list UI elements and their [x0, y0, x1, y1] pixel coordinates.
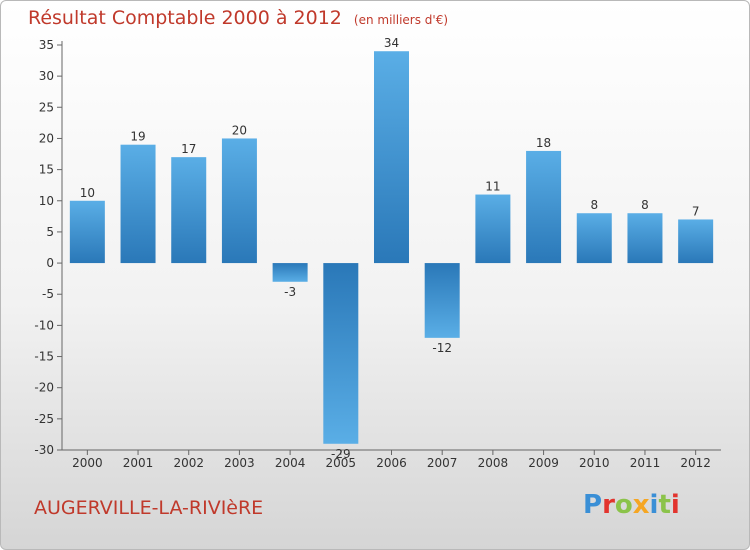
bar: [69, 200, 105, 264]
x-tick-label: 2006: [376, 456, 407, 470]
bar: [678, 219, 714, 264]
y-tick-label: -5: [42, 287, 54, 301]
bar: [323, 263, 359, 444]
bar: [475, 194, 511, 264]
bar-value-label: 8: [590, 198, 598, 212]
logo-letter: P: [583, 490, 603, 520]
bar-value-label: 19: [130, 130, 145, 144]
y-tick-label: 25: [39, 100, 54, 114]
logo-letter: i: [649, 490, 659, 520]
bar-value-label: 8: [641, 198, 649, 212]
y-tick-label: 10: [39, 194, 54, 208]
y-tick-label: 15: [39, 163, 54, 177]
bar: [627, 213, 663, 264]
x-tick-label: 2008: [478, 456, 509, 470]
y-tick-label: -20: [34, 381, 54, 395]
y-tick-label: -15: [34, 350, 54, 364]
bar-value-label: -3: [284, 285, 296, 299]
proxiti-logo: Proxiti: [583, 490, 680, 520]
bar: [221, 138, 257, 264]
x-tick-label: 2003: [224, 456, 255, 470]
y-tick-label: -30: [34, 443, 54, 457]
x-tick-label: 2004: [275, 456, 306, 470]
title-main: Résultat Comptable 2000 à 2012: [28, 7, 342, 29]
bar-value-label: 17: [181, 142, 196, 156]
bar: [171, 157, 207, 264]
bar: [526, 150, 562, 264]
chart-title: Résultat Comptable 2000 à 2012 (en millie…: [28, 7, 448, 29]
bar-value-label: -12: [432, 341, 452, 355]
commune-name: AUGERVILLE-LA-RIVIèRE: [34, 497, 264, 519]
y-tick-label: 30: [39, 69, 54, 83]
x-tick-label: 2010: [579, 456, 610, 470]
x-tick-label: 2009: [528, 456, 559, 470]
bar-value-label: 7: [692, 204, 700, 218]
x-tick-label: 2002: [173, 456, 204, 470]
logo-letter: i: [670, 490, 680, 520]
bar-value-label: 11: [485, 180, 500, 194]
bar: [424, 263, 460, 338]
y-tick-label: -25: [34, 412, 54, 426]
bar-value-label: 34: [384, 36, 399, 50]
logo-letter: o: [614, 490, 633, 520]
logo-letter: r: [602, 490, 615, 520]
y-tick-label: -10: [34, 318, 54, 332]
bar-value-label: 10: [80, 186, 95, 200]
logo-letter: x: [632, 490, 650, 520]
bar: [272, 263, 308, 282]
x-tick-label: 2001: [123, 456, 154, 470]
bar: [576, 213, 612, 264]
y-tick-label: 0: [46, 256, 54, 270]
bar-value-label: 18: [536, 136, 551, 150]
x-tick-label: 2011: [630, 456, 661, 470]
y-tick-label: 5: [46, 225, 54, 239]
bar: [120, 144, 156, 264]
y-tick-label: 35: [39, 38, 54, 52]
y-tick-label: 20: [39, 131, 54, 145]
bar-value-label: -29: [331, 447, 351, 461]
bar-value-label: 20: [232, 123, 247, 137]
title-unit: (en milliers d'€): [353, 13, 449, 27]
logo-letter: t: [658, 490, 671, 520]
x-tick-label: 2000: [72, 456, 103, 470]
bar: [374, 51, 409, 264]
x-tick-label: 2005: [326, 456, 357, 470]
x-tick-label: 2007: [427, 456, 458, 470]
x-tick-label: 2012: [680, 456, 711, 470]
